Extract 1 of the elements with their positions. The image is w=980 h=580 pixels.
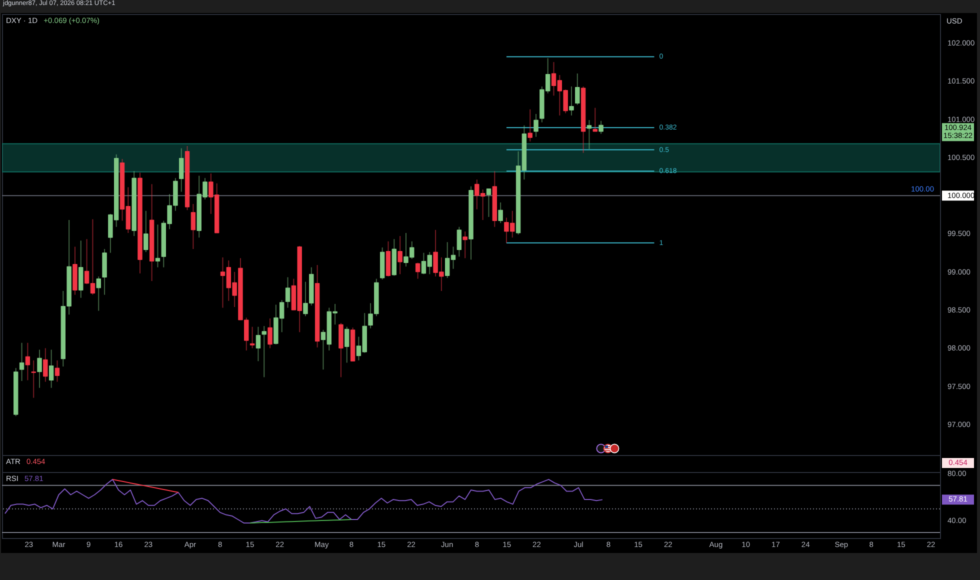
line-series (112, 478, 179, 493)
